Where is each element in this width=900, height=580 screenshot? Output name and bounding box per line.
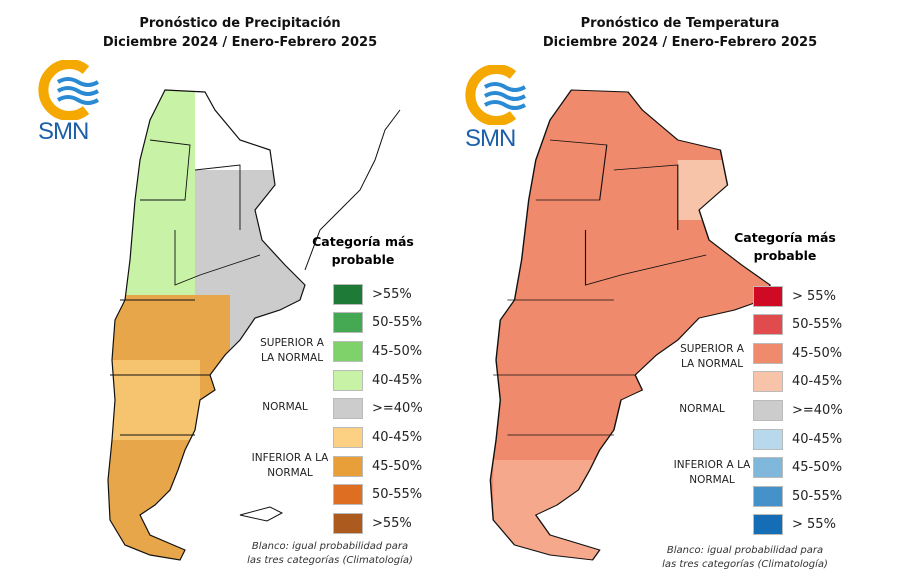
smn-logo-text: SMN [465, 125, 516, 152]
legend-label: > 55% [792, 517, 836, 533]
legend-swatch [333, 427, 363, 448]
legend-row: 50-55% [333, 312, 422, 334]
legend-row: >55% [333, 283, 412, 305]
legend-swatch [333, 455, 363, 477]
title-line-2: Diciembre 2024 / Enero-Febrero 2025 [102, 35, 378, 50]
legend-label: 45-50% [372, 458, 423, 474]
legend-swatch [333, 398, 363, 420]
legend-swatch [753, 371, 783, 393]
legend-swatch [333, 340, 363, 362]
legend-swatch [333, 484, 363, 506]
legend-row: 40-45% [753, 371, 842, 393]
legend-row: 40-45% [753, 428, 842, 450]
legend-title: Categoría más probable [312, 234, 414, 267]
climatology-note: Blanco: igual probabilidad para las tres … [662, 545, 828, 570]
category-inferior: INFERIOR A LA NORMAL [673, 459, 751, 486]
title-line-2: Diciembre 2024 / Enero-Febrero 2025 [542, 35, 818, 50]
smn-logo-text: SMN [38, 118, 89, 145]
legend-swatch [333, 513, 363, 535]
legend-swatch [333, 283, 363, 305]
legend-row: > 55% [753, 514, 836, 536]
precipitation-title: Pronóstico de Precipitación Diciembre 20… [40, 14, 440, 52]
category-normal: NORMAL [262, 401, 308, 413]
legend-label: >=40% [372, 401, 423, 417]
legend-row: 45-50% [753, 457, 842, 479]
legend-label: > 55% [792, 288, 836, 304]
legend-label: 45-50% [792, 345, 843, 361]
legend-row: >55% [333, 513, 412, 535]
legend-label: 40-45% [372, 430, 423, 445]
legend-label: 50-55% [792, 317, 843, 333]
legend-swatch [753, 428, 783, 450]
legend-row: 50-55% [333, 484, 422, 506]
legend-label: 40-45% [372, 372, 423, 388]
legend-swatch [333, 369, 363, 391]
legend-swatch [753, 285, 783, 307]
legend-row: >=40% [333, 398, 423, 420]
legend-swatch [753, 485, 783, 507]
legend-label: >55% [372, 516, 412, 532]
legend-row: 45-50% [753, 342, 842, 364]
legend-swatch [333, 312, 363, 334]
legend-title: Categoría más probable [734, 230, 836, 263]
legend-swatch [753, 342, 783, 364]
category-superior: SUPERIOR A LA NORMAL [260, 337, 324, 364]
title-line-1: Pronóstico de Precipitación [139, 16, 341, 31]
legend-row: 40-45% [333, 369, 422, 391]
precipitation-panel: Pronóstico de Precipitación Diciembre 20… [38, 14, 440, 566]
legend-row: 50-55% [753, 314, 842, 336]
legend-label: 45-50% [792, 460, 843, 476]
legend-row: 45-50% [333, 455, 422, 477]
climatology-note: Blanco: igual probabilidad para las tres … [247, 541, 413, 566]
category-inferior: INFERIOR A LA NORMAL [251, 452, 329, 479]
legend-label: 40-45% [792, 374, 843, 390]
legend-row: >=40% [753, 399, 843, 421]
legend-row: > 55% [753, 285, 836, 307]
legend-label: 45-50% [372, 343, 423, 359]
legend-row: 40-45% [333, 427, 422, 449]
legend-swatch [753, 314, 783, 336]
category-normal: NORMAL [679, 403, 725, 415]
legend-label: >=40% [792, 402, 843, 418]
legend-label: 40-45% [792, 431, 843, 447]
legend-label: 50-55% [372, 487, 423, 503]
legend-label: >55% [372, 286, 412, 302]
category-superior: SUPERIOR A LA NORMAL [680, 343, 744, 370]
temperature-title: Pronóstico de Temperatura Diciembre 2024… [480, 14, 880, 52]
smn-logo-icon [38, 60, 100, 120]
legend-swatch [753, 399, 783, 421]
legend-swatch [753, 457, 783, 479]
legend-row: 45-50% [333, 340, 422, 362]
legend-row: 50-55% [753, 485, 842, 507]
smn-logo-icon [465, 65, 527, 125]
title-line-1: Pronóstico de Temperatura [580, 16, 780, 31]
legend-label: 50-55% [372, 315, 423, 331]
legend-label: 50-55% [792, 488, 843, 504]
legend-swatch [753, 514, 783, 536]
